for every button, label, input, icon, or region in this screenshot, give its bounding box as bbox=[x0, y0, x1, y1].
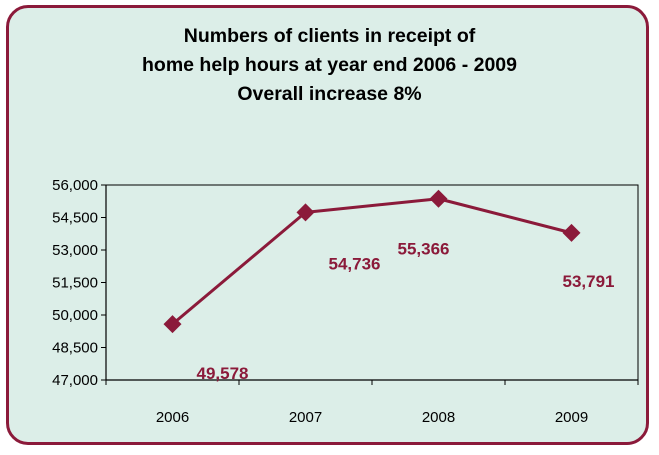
data-labels: 49,578 54,736 55,366 53,791 bbox=[197, 240, 615, 383]
y-tick-label: 56,000 bbox=[52, 177, 98, 194]
y-tick-label: 47,000 bbox=[52, 372, 98, 389]
data-label: 49,578 bbox=[197, 364, 249, 383]
data-label: 53,791 bbox=[563, 272, 615, 291]
x-tick-label: 2007 bbox=[289, 409, 322, 426]
y-tick-label: 54,500 bbox=[52, 210, 98, 227]
chart-title-line-1: Numbers of clients in receipt of bbox=[183, 25, 476, 47]
y-axis-labels: 47,000 48,500 50,000 51,500 53,000 54,500 56,0… bbox=[52, 177, 98, 389]
data-point-marker bbox=[562, 223, 581, 242]
data-point-marker bbox=[163, 315, 182, 334]
plot-area-border bbox=[105, 184, 639, 381]
data-label: 55,366 bbox=[398, 240, 450, 259]
data-label: 54,736 bbox=[329, 254, 381, 273]
x-tick-label: 2008 bbox=[422, 409, 455, 426]
x-tick-label: 2006 bbox=[156, 409, 189, 426]
y-tick-label: 53,000 bbox=[52, 242, 98, 259]
series-line bbox=[171, 197, 572, 326]
chart-title: Numbers of clients in receipt of home he… bbox=[0, 22, 659, 109]
x-axis-labels: 2006 2007 2008 2009 bbox=[156, 409, 588, 426]
chart-axes bbox=[101, 184, 639, 385]
y-tick-label: 48,500 bbox=[52, 340, 98, 357]
data-point-marker bbox=[296, 203, 315, 222]
series-line-group bbox=[163, 189, 581, 334]
data-point-marker bbox=[429, 189, 448, 208]
chart-title-line-2: home help hours at year end 2006 - 2009 bbox=[142, 54, 517, 76]
y-tick-label: 51,500 bbox=[52, 275, 98, 292]
x-tick-label: 2009 bbox=[555, 409, 588, 426]
y-tick-label: 50,000 bbox=[52, 307, 98, 324]
chart-title-line-3: Overall increase 8% bbox=[237, 83, 422, 105]
